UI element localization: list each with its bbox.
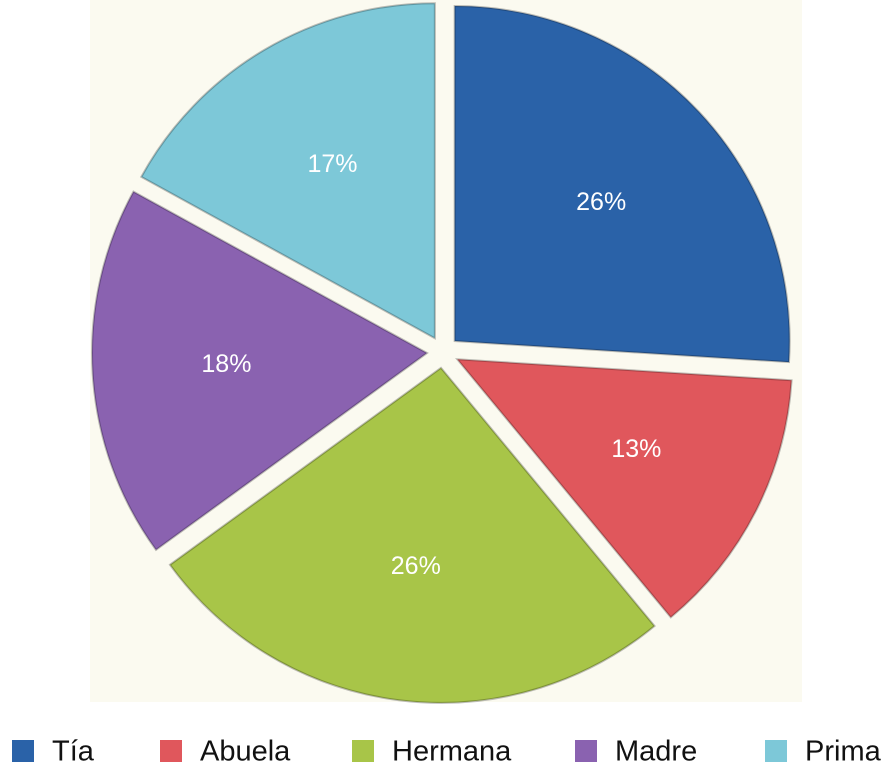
data-label: 18%	[201, 350, 251, 378]
data-label: 17%	[308, 150, 358, 178]
pie-slice	[91, 190, 429, 552]
data-label: 13%	[611, 435, 661, 463]
legend-label: Hermana	[392, 736, 512, 768]
legend-label: Prima	[805, 736, 882, 768]
pie-slice	[168, 366, 656, 704]
legend-swatch	[352, 740, 374, 762]
pie: 26% 13% 26% 18% 17%	[91, 2, 793, 704]
pie-slice	[455, 358, 793, 619]
legend-swatch	[12, 740, 34, 762]
legend-swatch	[765, 740, 787, 762]
legend-swatch	[160, 740, 182, 762]
data-label: 26%	[576, 188, 626, 216]
pie-slice	[139, 2, 436, 340]
legend-label: Madre	[615, 736, 697, 768]
legend-swatch	[575, 740, 597, 762]
legend-label: Abuela	[200, 736, 291, 768]
legend: Tía Abuela Hermana Madre Prima	[12, 736, 882, 768]
data-label: 26%	[391, 552, 441, 580]
legend-label: Tía	[52, 736, 95, 768]
pie-slice	[453, 5, 791, 364]
